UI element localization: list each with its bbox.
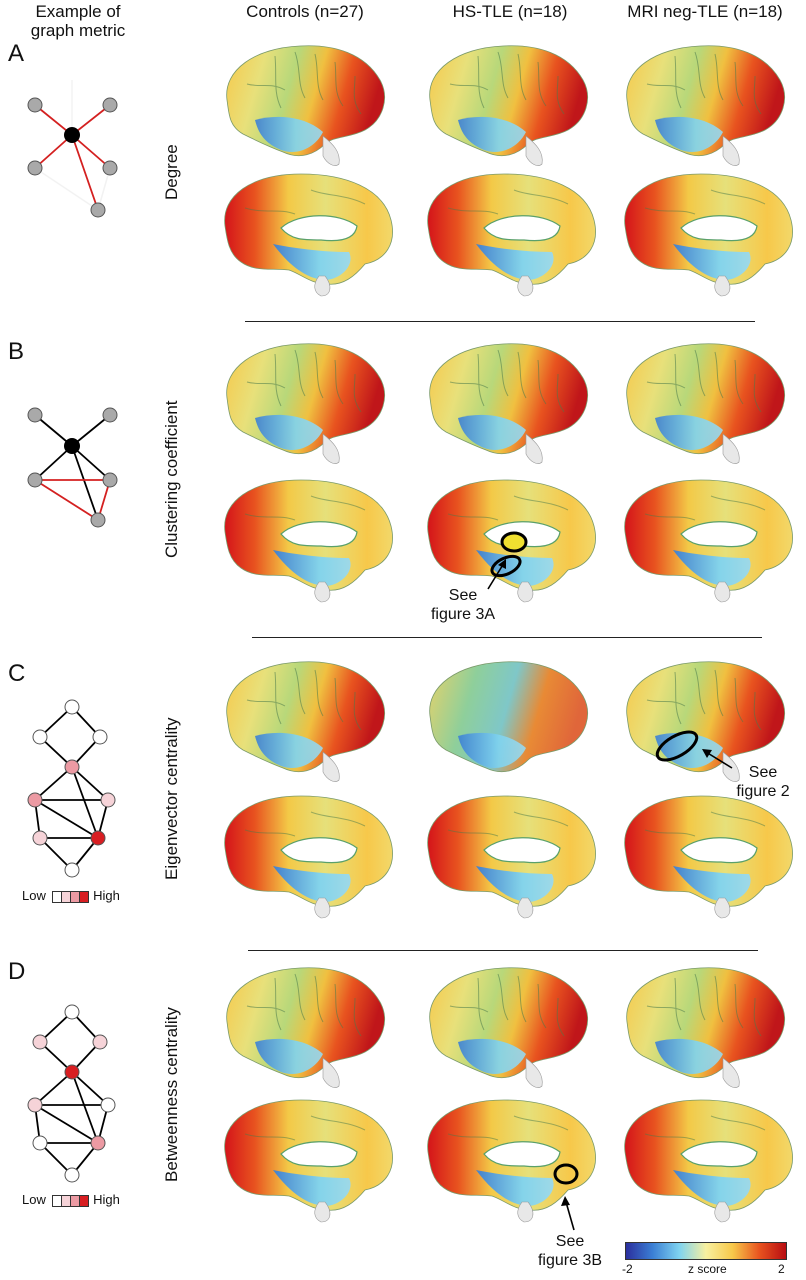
column-header-hs-tle: HS-TLE (n=18) xyxy=(452,2,568,21)
annotation-see-2: See figure 2 xyxy=(718,763,806,801)
panel-letter-c: C xyxy=(8,660,26,687)
colorbar-label: z score xyxy=(688,1262,727,1276)
brain-medial-d-mri-neg xyxy=(624,1099,794,1223)
metric-label-betweenness: Betweenness centrality xyxy=(162,1007,181,1182)
brain-lateral-c-mri-neg xyxy=(626,661,786,783)
brain-medial-a-controls xyxy=(224,173,394,297)
graph-example-eigenvector xyxy=(27,699,116,878)
zscore-colorbar xyxy=(625,1242,787,1260)
brain-lateral-b-mri-neg xyxy=(626,343,786,465)
highlight-ellipse-small xyxy=(553,1163,579,1185)
annotation-see-2-figure: figure 2 xyxy=(736,783,790,800)
brain-medial-b-hs-tle xyxy=(427,479,597,603)
brain-lateral-c-hs-tle xyxy=(429,661,588,773)
graph-metric-header-line2: graph metric xyxy=(30,21,126,40)
annotation-see-2-see: See xyxy=(748,764,778,781)
arrow-see-figure-2 xyxy=(702,749,733,769)
scale-low-label-d: Low xyxy=(22,1192,46,1207)
graph-metric-header-line1: Example of xyxy=(35,2,121,21)
brain-medial-c-mri-neg xyxy=(624,795,794,919)
highlight-ellipse-hippocampus xyxy=(490,554,522,578)
brain-lateral-a-mri-neg xyxy=(626,45,786,167)
annotation-see-3b-see: See xyxy=(555,1233,585,1250)
scale-legend-betweenness: Low High xyxy=(22,1192,120,1207)
scale-high-label: High xyxy=(93,888,120,903)
metric-label-degree: Degree xyxy=(162,144,181,200)
brain-medial-d-controls xyxy=(224,1099,394,1223)
brain-medial-b-controls xyxy=(224,479,394,603)
brain-lateral-b-hs-tle xyxy=(429,343,589,465)
brain-lateral-d-hs-tle xyxy=(429,967,589,1089)
brain-lateral-c-controls xyxy=(226,661,386,783)
brain-lateral-b-controls xyxy=(226,343,386,465)
colorbar-max-label: 2 xyxy=(778,1262,785,1276)
scale-high-label-d: High xyxy=(93,1192,120,1207)
column-header-controls: Controls (n=27) xyxy=(246,2,364,21)
brain-medial-a-mri-neg xyxy=(624,173,794,297)
brain-lateral-d-mri-neg xyxy=(626,967,786,1089)
scale-low-label: Low xyxy=(22,888,46,903)
brain-medial-a-hs-tle xyxy=(427,173,597,297)
column-header-mri-neg-tle: MRI neg-TLE (n=18) xyxy=(627,2,783,21)
separator-bc xyxy=(252,637,762,638)
brain-medial-c-controls xyxy=(224,795,394,919)
graph-example-betweenness xyxy=(27,1004,116,1183)
highlight-ellipse-yellow xyxy=(500,531,528,553)
panel-letter-a: A xyxy=(8,40,25,67)
graph-example-clustering xyxy=(27,407,118,528)
brain-medial-d-hs-tle xyxy=(427,1099,597,1223)
brain-lateral-a-controls xyxy=(226,45,386,167)
metric-label-eigenvector: Eigenvector centrality xyxy=(162,717,181,880)
colorbar-min-label: -2 xyxy=(622,1262,633,1276)
brain-medial-b-mri-neg xyxy=(624,479,794,603)
brain-lateral-a-hs-tle xyxy=(429,45,589,167)
annotation-see-3b: See figure 3B xyxy=(520,1232,620,1270)
brain-lateral-d-controls xyxy=(226,967,386,1089)
graph-example-degree xyxy=(27,80,118,218)
annotation-see-3b-figure: figure 3B xyxy=(537,1252,603,1269)
separator-ab xyxy=(245,321,755,322)
panel-letter-d: D xyxy=(8,958,26,985)
arrow-see-figure-3a xyxy=(487,559,506,590)
arrow-see-figure-3b xyxy=(561,1196,575,1231)
annotation-see-3a-see: See xyxy=(448,587,478,604)
scale-legend-eigenvector: Low High xyxy=(22,888,120,903)
annotation-see-3a-figure: figure 3A xyxy=(430,606,496,623)
brain-medial-c-hs-tle xyxy=(427,795,597,919)
metric-label-clustering: Clustering coefficient xyxy=(162,400,181,559)
highlight-ellipse-temporal xyxy=(655,730,699,762)
separator-cd xyxy=(248,950,758,951)
panel-letter-b: B xyxy=(8,338,25,365)
annotation-see-3a: See figure 3A xyxy=(413,586,513,624)
